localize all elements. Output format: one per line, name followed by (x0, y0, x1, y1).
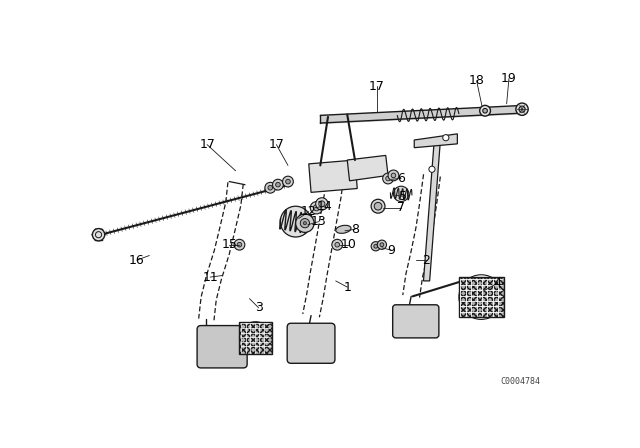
Text: 1: 1 (343, 280, 351, 293)
Polygon shape (348, 155, 388, 181)
Bar (239, 322, 272, 354)
Circle shape (371, 241, 380, 251)
Circle shape (319, 201, 325, 207)
Circle shape (310, 202, 323, 214)
Circle shape (429, 166, 435, 172)
Text: 15: 15 (221, 238, 237, 251)
Circle shape (394, 186, 409, 202)
Circle shape (283, 176, 293, 187)
Text: 16: 16 (129, 254, 145, 267)
Text: 2: 2 (422, 254, 429, 267)
Circle shape (374, 244, 378, 248)
Circle shape (391, 173, 396, 178)
Circle shape (378, 240, 387, 250)
Ellipse shape (336, 225, 351, 233)
Text: 7: 7 (397, 201, 405, 214)
Circle shape (380, 243, 384, 247)
Polygon shape (308, 160, 357, 192)
Circle shape (383, 173, 394, 184)
FancyBboxPatch shape (287, 323, 335, 363)
Text: 18: 18 (468, 74, 484, 87)
Circle shape (273, 179, 284, 190)
Text: 4: 4 (493, 277, 501, 290)
FancyBboxPatch shape (393, 305, 439, 338)
Text: 19: 19 (501, 72, 517, 85)
Circle shape (265, 182, 276, 193)
Circle shape (371, 199, 385, 213)
Circle shape (316, 198, 328, 210)
Circle shape (314, 205, 319, 211)
Bar (459, 277, 504, 317)
Text: 3: 3 (255, 302, 262, 314)
Circle shape (443, 134, 449, 141)
Circle shape (335, 242, 340, 247)
Circle shape (519, 106, 525, 112)
Circle shape (285, 179, 291, 184)
Circle shape (303, 222, 307, 225)
Polygon shape (424, 140, 440, 281)
Circle shape (280, 206, 311, 237)
Circle shape (276, 182, 280, 187)
Polygon shape (414, 134, 458, 148)
Circle shape (386, 176, 390, 181)
Circle shape (483, 108, 488, 113)
Text: 11: 11 (202, 271, 218, 284)
Text: 5: 5 (399, 190, 408, 202)
Circle shape (388, 170, 399, 181)
Circle shape (300, 219, 310, 228)
Text: 17: 17 (369, 80, 385, 93)
Circle shape (516, 103, 528, 116)
Circle shape (234, 239, 245, 250)
Text: 17: 17 (268, 138, 284, 151)
Text: 14: 14 (316, 200, 332, 213)
Circle shape (237, 242, 242, 247)
Circle shape (296, 214, 314, 233)
Circle shape (480, 105, 490, 116)
Circle shape (92, 228, 105, 241)
Text: 8: 8 (351, 223, 359, 236)
FancyBboxPatch shape (197, 326, 247, 368)
Circle shape (374, 202, 382, 210)
Text: 13: 13 (311, 215, 326, 228)
Text: 12: 12 (301, 205, 317, 218)
Text: C0004784: C0004784 (500, 376, 541, 386)
Text: 10: 10 (341, 238, 356, 251)
Circle shape (332, 239, 342, 250)
Text: 17: 17 (199, 138, 215, 151)
Text: 6: 6 (397, 172, 405, 185)
Text: 9: 9 (387, 244, 395, 257)
Circle shape (268, 185, 273, 190)
